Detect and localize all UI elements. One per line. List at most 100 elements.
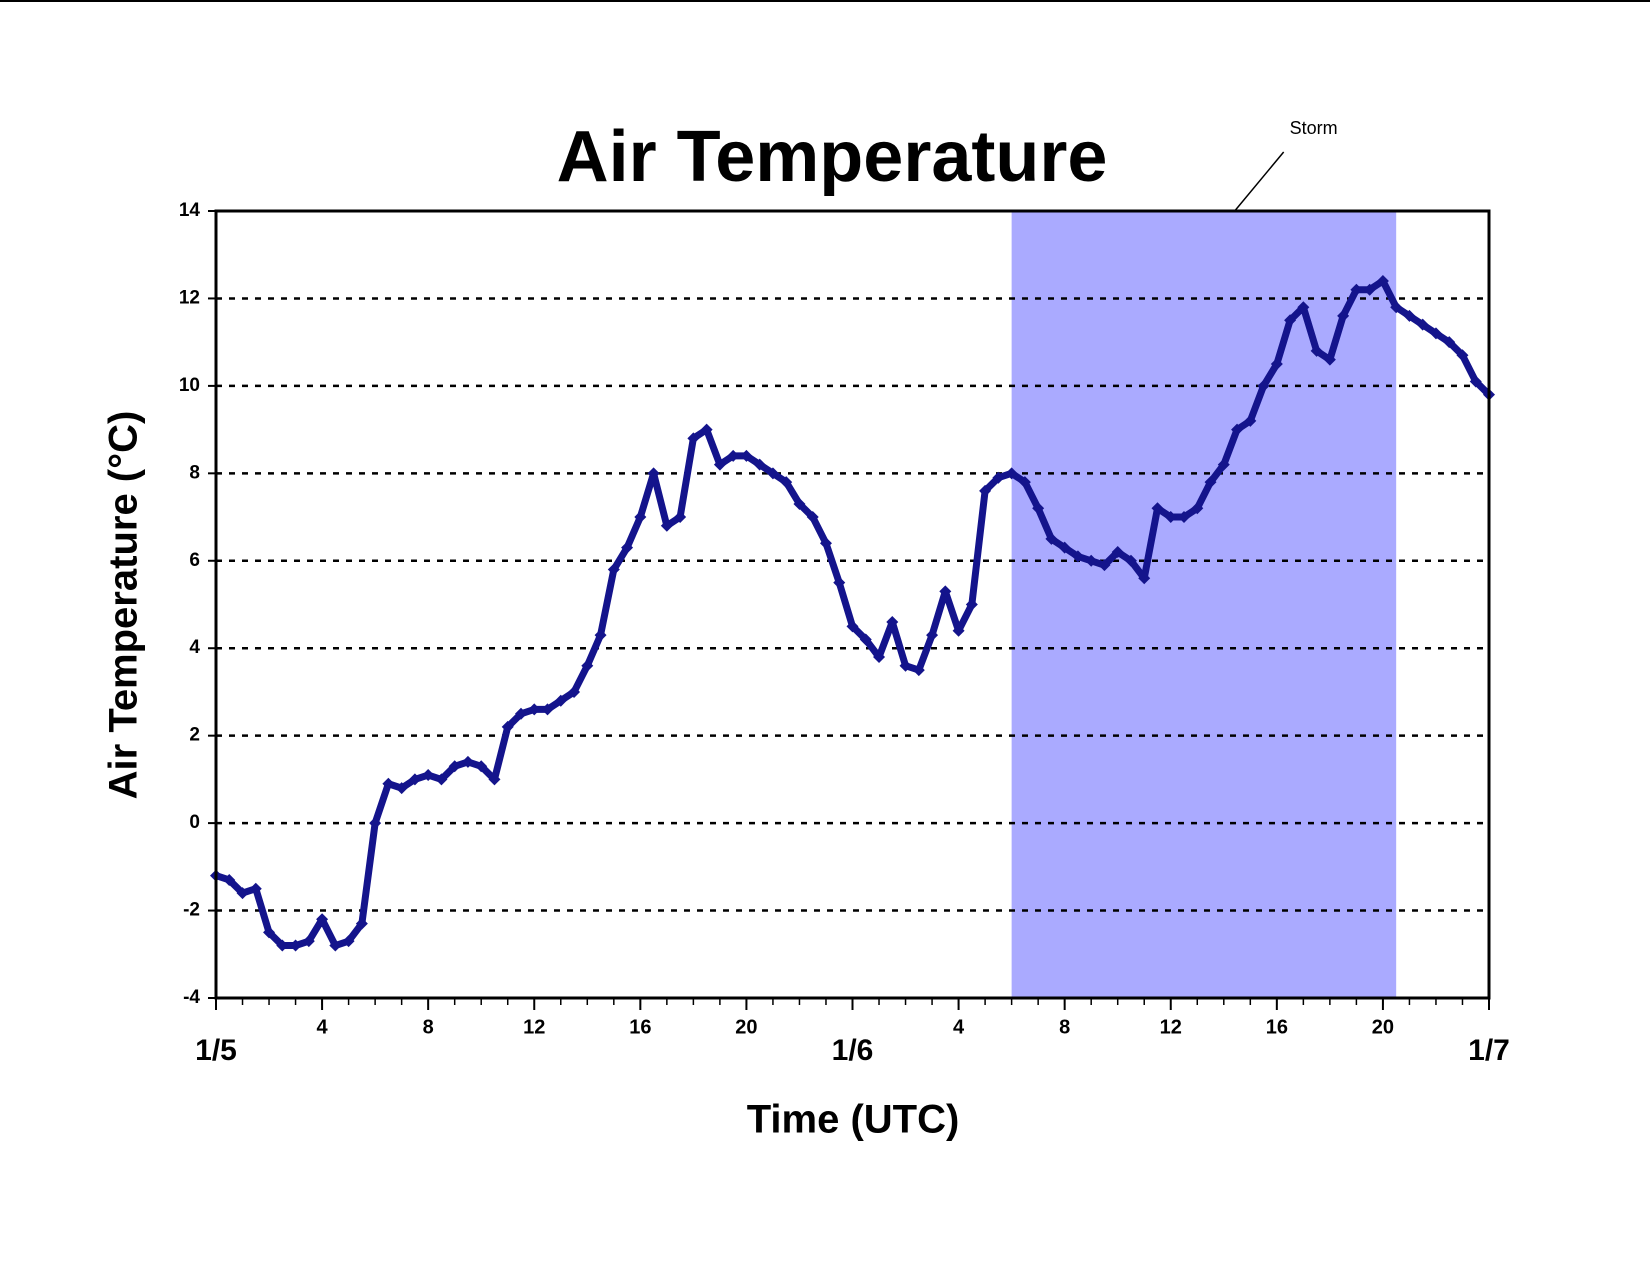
data-point — [1376, 274, 1389, 287]
data-point — [1058, 541, 1071, 554]
data-point — [514, 707, 527, 720]
data-point — [1045, 532, 1058, 545]
data-point — [687, 432, 700, 445]
x-tick-label: 16 — [1266, 1016, 1288, 1038]
data-point — [1032, 502, 1045, 515]
data-point — [1111, 546, 1124, 559]
data-point — [395, 782, 408, 795]
data-point — [1469, 375, 1482, 388]
data-point — [979, 484, 992, 497]
x-tick-label: 12 — [523, 1016, 545, 1038]
storm-leader — [1234, 151, 1285, 212]
data-point — [1416, 318, 1429, 331]
x-tick-label: 8 — [423, 1016, 434, 1038]
data-point — [740, 449, 753, 462]
plot-frame — [214, 209, 1491, 1000]
data-point — [753, 458, 766, 471]
x-day-label: 1/7 — [1468, 1034, 1510, 1067]
data-point — [1270, 358, 1283, 371]
data-point — [1244, 414, 1257, 427]
data-point — [1085, 554, 1098, 567]
data-point — [594, 629, 607, 642]
data-point — [780, 476, 793, 489]
x-tick-label: 20 — [1372, 1016, 1394, 1038]
data-point — [355, 917, 368, 930]
y-tick-label: 12 — [179, 287, 200, 308]
data-point — [1323, 353, 1336, 366]
data-point — [1390, 301, 1403, 314]
data-point — [488, 773, 501, 786]
data-point — [528, 703, 541, 716]
data-point — [1350, 283, 1363, 296]
x-day-label: 1/5 — [195, 1034, 237, 1067]
data-point — [1456, 349, 1469, 362]
data-point — [1138, 572, 1151, 585]
data-point — [1018, 476, 1031, 489]
data-point — [568, 685, 581, 698]
data-point — [607, 563, 620, 576]
data-point — [634, 511, 647, 524]
data-point — [263, 926, 276, 939]
data-point — [408, 773, 421, 786]
data-point — [289, 939, 302, 952]
data-point — [554, 694, 567, 707]
data-point — [1403, 309, 1416, 322]
data-point — [793, 497, 806, 510]
data-point — [1124, 554, 1137, 567]
data-point — [475, 760, 488, 773]
data-point — [713, 458, 726, 471]
data-point — [1337, 309, 1350, 322]
data-point — [660, 519, 673, 532]
chart-title: Air Temperature — [557, 117, 1108, 197]
data-point — [939, 585, 952, 598]
data-point — [859, 633, 872, 646]
data-point — [700, 423, 713, 436]
y-tick-label: -4 — [183, 987, 200, 1008]
data-point — [621, 541, 634, 554]
data-point — [1443, 336, 1456, 349]
data-point — [581, 659, 594, 672]
x-day-label: 1/6 — [832, 1034, 874, 1067]
data-point — [1164, 511, 1177, 524]
data-point — [1191, 502, 1204, 515]
data-point — [806, 511, 819, 524]
data-point — [819, 537, 832, 550]
x-tick-label: 4 — [953, 1016, 965, 1038]
data-point — [448, 760, 461, 773]
data-point — [369, 817, 382, 830]
x-tick-label: 16 — [629, 1016, 651, 1038]
data-point — [846, 620, 859, 633]
data-point — [1429, 327, 1442, 340]
data-point — [912, 664, 925, 677]
data-point — [647, 467, 660, 480]
data-point — [435, 773, 448, 786]
data-point — [1363, 283, 1376, 296]
data-point — [1310, 344, 1323, 357]
data-point — [249, 882, 262, 895]
data-point — [1297, 301, 1310, 314]
data-point — [899, 659, 912, 672]
data-point — [873, 650, 886, 663]
data-point — [1217, 458, 1230, 471]
data-point — [236, 887, 249, 900]
y-tick-label: 6 — [189, 550, 200, 571]
x-tick-label: 8 — [1059, 1016, 1070, 1038]
data-point — [461, 755, 474, 768]
y-tick-label: 8 — [189, 462, 200, 483]
y-tick-label: 0 — [189, 812, 200, 833]
data-point — [223, 873, 236, 886]
data-point — [316, 913, 329, 926]
data-point — [674, 511, 687, 524]
data-point — [926, 629, 939, 642]
data-point — [727, 449, 740, 462]
data-point — [1098, 559, 1111, 572]
y-tick-label: 14 — [179, 200, 201, 221]
y-tick-label: -2 — [183, 900, 200, 921]
x-tick-label: 4 — [317, 1016, 329, 1038]
y-tick-label: 2 — [189, 725, 200, 746]
data-point — [952, 624, 965, 637]
y-tick-label: 4 — [189, 637, 200, 658]
data-point — [833, 576, 846, 589]
y-axis-label: Air Temperature (°C) — [102, 411, 146, 800]
